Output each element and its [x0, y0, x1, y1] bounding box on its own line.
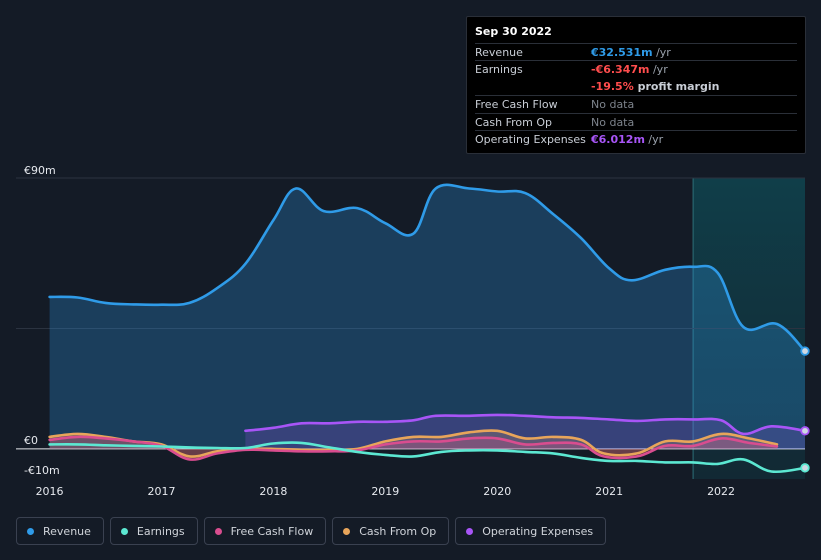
tooltip-value-unit: /yr [644, 132, 664, 146]
legend-item-revenue[interactable]: Revenue [16, 517, 104, 545]
legend-label: Operating Expenses [482, 524, 594, 538]
legend-dot-icon [214, 527, 222, 535]
tooltip-value-number: -€6.347m [591, 63, 650, 77]
legend-item-operating-expenses[interactable]: Operating Expenses [455, 517, 607, 545]
tooltip-row: Cash From Op No data [475, 112, 797, 130]
tooltip-value-number: -19.5% [591, 79, 634, 93]
legend-label: Cash From Op [359, 524, 437, 538]
tooltip-row-value: €32.531m /yr [591, 44, 671, 60]
tooltip-date: Sep 30 2022 [475, 25, 552, 38]
legend: Revenue Earnings Free Cash Flow Cash From O… [16, 517, 607, 545]
x-tick-label: 2016 [36, 485, 64, 498]
tooltip-row-value: €6.012m /yr [591, 131, 663, 147]
legend-dot-icon [120, 527, 128, 535]
y-tick-label: -€10m [24, 464, 60, 477]
tooltip-value-unit: profit margin [633, 79, 720, 93]
legend-label: Free Cash Flow [230, 524, 314, 538]
tooltip-value-unit: No data [591, 98, 635, 112]
y-tick-label: €0 [24, 434, 38, 447]
line-layer [48, 183, 810, 474]
tooltip-value-unit: /yr [652, 46, 671, 59]
tooltip-value-unit: No data [591, 115, 635, 129]
tooltip-row-label [475, 78, 591, 95]
tooltip-row: Free Cash Flow No data [475, 95, 797, 112]
legend-dot-icon [466, 527, 474, 535]
legend-item-free-cash-flow[interactable]: Free Cash Flow [203, 517, 327, 545]
tooltip-row-label: Cash From Op [475, 115, 553, 129]
tooltip-row-value: -19.5% profit margin [591, 78, 719, 95]
tooltip-row-value: No data [591, 114, 634, 130]
endpoint-marker-revenue [800, 346, 810, 356]
endpoint-marker-operating-expenses [800, 426, 810, 436]
legend-dot-icon [343, 527, 351, 535]
tooltip-row-value: -€6.347m /yr [591, 61, 668, 77]
x-tick-label: 2018 [259, 485, 287, 498]
legend-dot-icon [27, 527, 34, 535]
tooltip: Sep 30 2022 Revenue €32.531m /yr Earnings -… [466, 16, 806, 154]
series-line-free-cash-flow [48, 435, 779, 461]
tooltip-value-number: €32.531m [591, 46, 653, 59]
series-line-revenue [48, 183, 807, 353]
legend-label: Earnings [136, 524, 185, 538]
legend-item-cash-from-op[interactable]: Cash From Op [332, 517, 450, 545]
tooltip-row-value: No data [591, 96, 634, 112]
tooltip-row-label: Revenue [475, 46, 523, 59]
series-line-earnings [48, 441, 807, 474]
x-tick-label: 2022 [707, 485, 735, 498]
series-area-cash-from-op [49, 430, 778, 457]
x-tick-label: 2021 [595, 485, 623, 498]
y-tick-label: €90m [24, 164, 56, 177]
axis-layer: €90m €0 -€10m 2016 2017 2018 2019 2020 2021 2022 [24, 164, 735, 498]
legend-item-earnings[interactable]: Earnings [109, 517, 198, 545]
tooltip-row: Operating Expenses €6.012m /yr [475, 129, 797, 147]
legend-label: Revenue [43, 524, 91, 538]
tooltip-row: Earnings -€6.347m /yr [475, 60, 797, 77]
endpoint-marker-earnings [800, 463, 810, 473]
tooltip-row-label: Earnings [475, 63, 523, 77]
x-tick-label: 2019 [371, 485, 399, 498]
tooltip-row: -19.5% profit margin [475, 78, 797, 95]
x-tick-label: 2020 [483, 485, 511, 498]
tooltip-row-label: Free Cash Flow [475, 98, 558, 112]
tooltip-value-unit: /yr [649, 63, 668, 77]
tooltip-rows: Revenue €32.531m /yr Earnings -€6.347m /yr -… [475, 43, 797, 147]
grid-layer [16, 177, 805, 479]
series-area-revenue [49, 184, 806, 449]
series-area-free-cash-flow [49, 436, 778, 460]
tooltip-value-number: €6.012m [591, 132, 645, 146]
tooltip-row-label: Operating Expenses [475, 132, 586, 146]
x-tick-label: 2017 [147, 485, 175, 498]
tooltip-row: Revenue €32.531m /yr [475, 43, 797, 60]
series-line-operating-expenses [244, 413, 807, 436]
